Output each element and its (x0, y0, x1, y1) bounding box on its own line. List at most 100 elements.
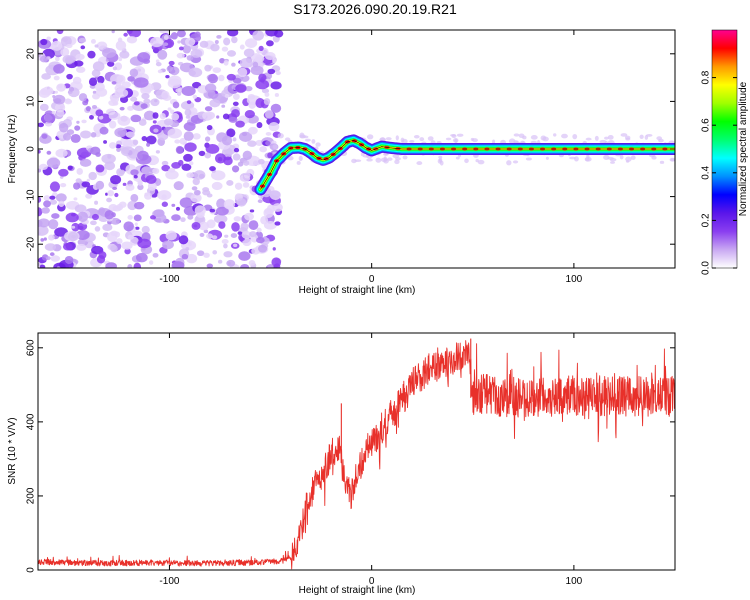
noise-blob (644, 135, 649, 140)
noise-blob (375, 157, 382, 163)
noise-blob (111, 81, 117, 85)
noise-blob (51, 40, 63, 51)
noise-blob (234, 182, 243, 190)
noise-blob (250, 65, 264, 76)
snr-ytick-label: 0 (26, 567, 37, 573)
spectrogram-ytick-label: 10 (26, 95, 37, 107)
noise-blob (204, 152, 212, 159)
noise-blob (175, 88, 182, 93)
noise-blob (257, 158, 265, 165)
noise-blob (152, 168, 160, 175)
noise-blob (76, 243, 87, 251)
noise-blob (610, 161, 615, 164)
noise-blob (205, 144, 220, 154)
noise-blob (108, 142, 117, 149)
spectrogram-ytick-label: -20 (26, 237, 37, 252)
noise-blob (223, 37, 231, 46)
noise-blob (251, 247, 261, 255)
noise-blob (586, 153, 590, 159)
noise-blob (277, 133, 284, 139)
noise-blob (244, 85, 253, 92)
noise-blob (53, 75, 60, 81)
noise-blob (46, 150, 52, 155)
noise-blob (132, 139, 139, 146)
noise-blob (209, 208, 216, 213)
snr-ytick-label: 200 (26, 487, 37, 504)
noise-blob (298, 155, 303, 162)
noise-blob (94, 226, 101, 232)
noise-blob (118, 56, 123, 62)
noise-blob (194, 205, 206, 216)
noise-blob (267, 68, 276, 75)
noise-blob (40, 38, 48, 46)
noise-blob (226, 128, 236, 138)
noise-blob (49, 181, 61, 192)
noise-blob (366, 158, 373, 162)
noise-blob (153, 128, 159, 133)
colorbar-label: Normalized spectral amplitude (738, 81, 749, 216)
noise-blob (49, 199, 58, 205)
noise-blob (89, 114, 94, 120)
noise-blob (299, 132, 305, 138)
noise-blob (150, 215, 157, 220)
noise-blob (38, 225, 49, 236)
noise-blob (228, 116, 238, 123)
spectrogram-ytick-label: -10 (26, 189, 37, 204)
noise-blob (394, 159, 400, 165)
spectrogram-ylabel: Frequency (Hz) (7, 115, 18, 184)
noise-blob (162, 240, 174, 250)
noise-blob (445, 137, 452, 141)
noise-blob (211, 181, 223, 191)
noise-blob (177, 40, 181, 44)
noise-blob (167, 128, 183, 139)
noise-blob (71, 222, 80, 232)
noise-blob (204, 136, 211, 142)
noise-blob (192, 133, 201, 140)
noise-blob (216, 198, 226, 209)
noise-blob (169, 66, 180, 76)
noise-blob (215, 206, 229, 216)
noise-blob (171, 203, 176, 207)
noise-blob (209, 166, 216, 172)
spectrogram-ytick-label: 20 (26, 48, 37, 60)
noise-blob (170, 109, 175, 114)
noise-blob (65, 212, 79, 223)
noise-blob (242, 182, 250, 188)
noise-blob (80, 130, 92, 139)
noise-blob (112, 186, 118, 191)
noise-blob (58, 200, 65, 207)
noise-blob (248, 126, 258, 135)
noise-blob (268, 122, 280, 132)
noise-blob (106, 231, 118, 242)
noise-blob (88, 77, 98, 86)
noise-blob (186, 55, 194, 61)
noise-blob (153, 209, 165, 218)
noise-blob (190, 49, 203, 58)
noise-blob (261, 88, 270, 94)
noise-blob (64, 98, 73, 105)
noise-blob (88, 171, 97, 181)
noise-blob (213, 214, 228, 224)
noise-blob (409, 140, 415, 143)
colorbar-gradient (711, 29, 738, 269)
noise-blob (134, 222, 138, 226)
noise-blob (127, 234, 134, 240)
noise-blob (199, 40, 209, 48)
noise-blob (129, 68, 139, 78)
noise-blob (395, 135, 399, 141)
noise-blob (71, 225, 76, 229)
noise-blob (438, 157, 443, 163)
noise-blob (620, 133, 628, 137)
noise-blob (38, 149, 41, 154)
noise-blob (256, 227, 262, 233)
noise-blob (226, 179, 234, 186)
noise-blob (217, 156, 223, 162)
noise-blob (95, 180, 105, 190)
noise-blob (252, 30, 264, 41)
noise-blob (38, 219, 43, 228)
noise-blob (38, 163, 48, 170)
noise-blob (191, 221, 201, 230)
noise-blob (90, 132, 97, 138)
noise-blob (265, 131, 272, 136)
